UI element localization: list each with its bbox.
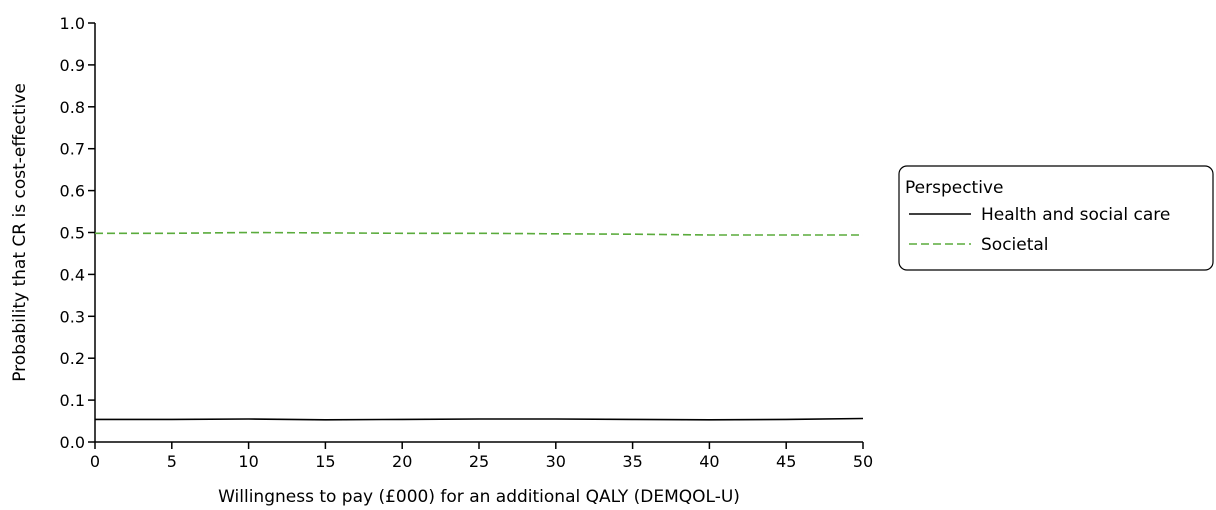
series-layer bbox=[95, 231, 864, 421]
y-tick-label: 0.2 bbox=[60, 349, 85, 368]
y-tick-label: 0.1 bbox=[60, 391, 85, 410]
x-tick-label: 40 bbox=[699, 452, 719, 471]
x-tick-label: 30 bbox=[546, 452, 566, 471]
x-tick-label: 50 bbox=[853, 452, 873, 471]
y-tick-label: 0.5 bbox=[60, 224, 85, 243]
x-tick-label: 0 bbox=[90, 452, 100, 471]
y-tick-label: 0.4 bbox=[60, 265, 85, 284]
x-tick-label: 5 bbox=[167, 452, 177, 471]
x-tick-label: 25 bbox=[469, 452, 489, 471]
y-tick-label: 1.0 bbox=[60, 14, 85, 33]
legend-label: Societal bbox=[981, 235, 1049, 255]
x-tick-label: 15 bbox=[315, 452, 335, 471]
y-tick-label: 0.8 bbox=[60, 98, 85, 117]
legend: Perspective Health and social care Societ… bbox=[898, 165, 1214, 271]
y-ticks: 0.0 0.1 0.2 0.3 0.4 0.5 0.6 0.7 0.8 0.9 1.0 bbox=[60, 14, 95, 452]
y-tick-label: 0.9 bbox=[60, 56, 85, 75]
series-line-health-and-social-care bbox=[95, 417, 864, 421]
x-tick-label: 45 bbox=[776, 452, 796, 471]
x-tick-label: 10 bbox=[238, 452, 258, 471]
y-tick-label: 0.0 bbox=[60, 433, 85, 452]
legend-box bbox=[898, 165, 1214, 271]
legend-label: Health and social care bbox=[981, 205, 1170, 225]
y-tick-label: 0.3 bbox=[60, 307, 85, 326]
x-tick-label: 20 bbox=[392, 452, 412, 471]
y-axis-title: Probability that CR is cost-effective bbox=[10, 83, 30, 382]
series-line-societal bbox=[95, 231, 863, 236]
y-tick-label: 0.7 bbox=[60, 140, 85, 159]
x-tick-label: 35 bbox=[622, 452, 642, 471]
legend-items: Health and social care Societal bbox=[909, 205, 1170, 255]
legend-title: Perspective bbox=[905, 178, 1003, 198]
x-axis-title: Willingness to pay (£000) for an additio… bbox=[218, 487, 740, 507]
x-ticks: 0 5 10 15 20 25 30 35 40 45 50 bbox=[90, 442, 873, 471]
y-tick-label: 0.6 bbox=[60, 182, 85, 201]
